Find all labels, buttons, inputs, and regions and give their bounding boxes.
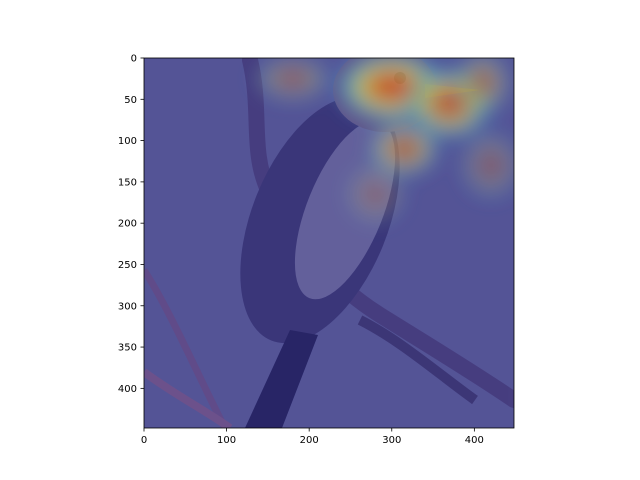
y-tick-label-2: 100 (118, 136, 137, 147)
heat-spot-6 (342, 161, 409, 228)
y-tick-label-8: 400 (118, 384, 137, 395)
branch-lower-left (144, 368, 233, 428)
heat-spot-5 (457, 128, 514, 203)
x-tick-label-1: 100 (217, 435, 236, 446)
y-tick-label-0: 0 (131, 54, 137, 65)
y-tick-label-5: 250 (118, 260, 137, 271)
x-tick-label-0: 0 (141, 435, 147, 446)
heat-overlay (251, 58, 514, 228)
y-tick-label-1: 50 (124, 95, 137, 106)
y-tick-label-3: 150 (118, 177, 137, 188)
bird-tail (245, 330, 318, 428)
y-tick-label-6: 300 (118, 301, 137, 312)
heat-spot-4 (251, 58, 334, 104)
colormap-tint (144, 58, 514, 428)
y-tick-label-4: 200 (118, 219, 137, 230)
x-tick-label-4: 400 (465, 435, 484, 446)
y-axis: 0 50 100 150 200 250 300 350 400 (118, 54, 144, 395)
heat-spot-3 (453, 58, 512, 116)
x-tick-label-2: 200 (300, 435, 319, 446)
plot-frame (143, 57, 515, 429)
x-tick-label-3: 300 (382, 435, 401, 446)
x-axis: 0 100 200 300 400 (141, 428, 484, 446)
branch-left (144, 268, 229, 428)
branch-right (357, 315, 478, 405)
y-tick-label-7: 350 (118, 343, 137, 354)
plot-area (144, 58, 514, 428)
